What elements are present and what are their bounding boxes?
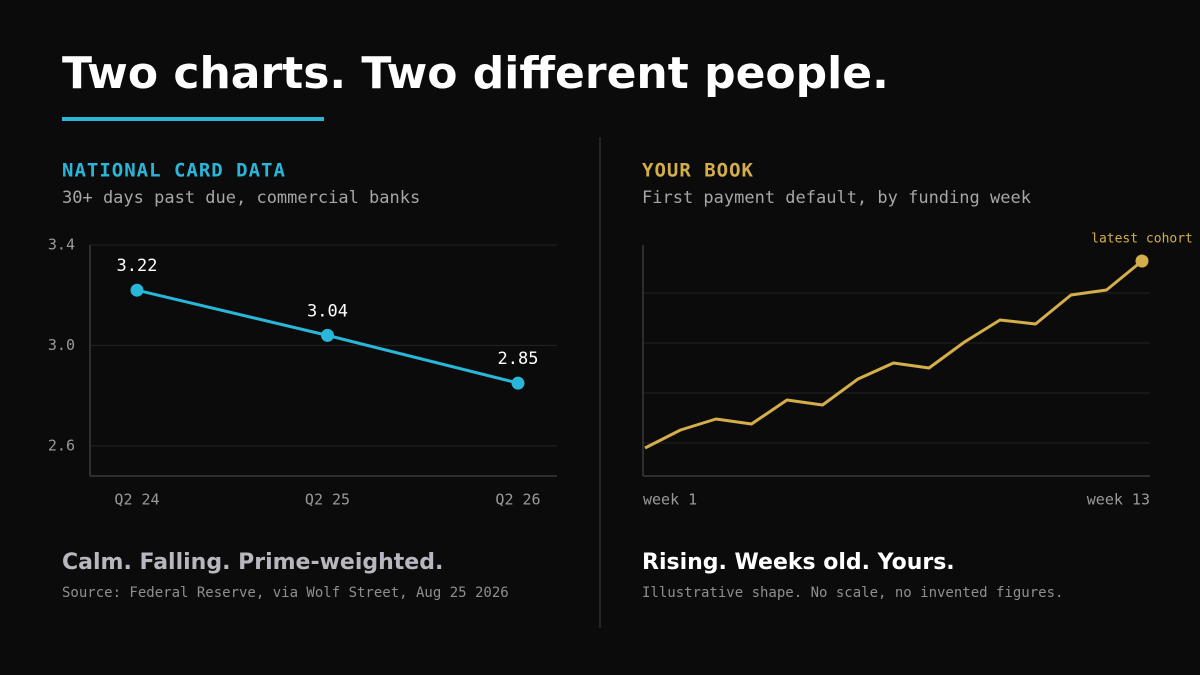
chart-title: YOUR BOOK xyxy=(642,160,754,182)
data-point xyxy=(321,328,334,342)
y-tick-label: 3.0 xyxy=(48,336,75,354)
x-tick-label: Q2 24 xyxy=(114,491,159,509)
chart-subtitle: 30+ days past due, commercial banks xyxy=(62,188,420,208)
chart-caption: Rising. Weeks old. Yours. xyxy=(642,550,955,575)
chart-caption: Calm. Falling. Prime-weighted. xyxy=(62,550,443,575)
y-tick-label: 2.6 xyxy=(48,436,75,454)
chart-subtitle: First payment default, by funding week xyxy=(642,188,1031,208)
x-tick-label: week 13 xyxy=(1087,491,1150,509)
x-tick-label: Q2 26 xyxy=(495,491,540,509)
chart-title: NATIONAL CARD DATA xyxy=(62,160,286,182)
x-tick-label: week 1 xyxy=(643,491,697,509)
data-point xyxy=(1135,254,1149,268)
slide-title: Two charts. Two different people. xyxy=(62,48,889,99)
data-label: 3.22 xyxy=(117,256,158,276)
chart-source: Source: Federal Reserve, via Wolf Street… xyxy=(62,585,509,601)
chart-source: Illustrative shape. No scale, no invente… xyxy=(642,585,1063,601)
data-point xyxy=(130,283,144,297)
data-label: 3.04 xyxy=(307,301,348,321)
data-point xyxy=(511,376,525,390)
data-label: 2.85 xyxy=(498,349,539,369)
title-underline xyxy=(62,117,324,121)
x-tick-label: Q2 25 xyxy=(305,491,350,509)
series-line xyxy=(644,259,1143,450)
y-tick-label: 3.4 xyxy=(48,236,75,254)
annotation: latest cohort xyxy=(1091,232,1193,247)
